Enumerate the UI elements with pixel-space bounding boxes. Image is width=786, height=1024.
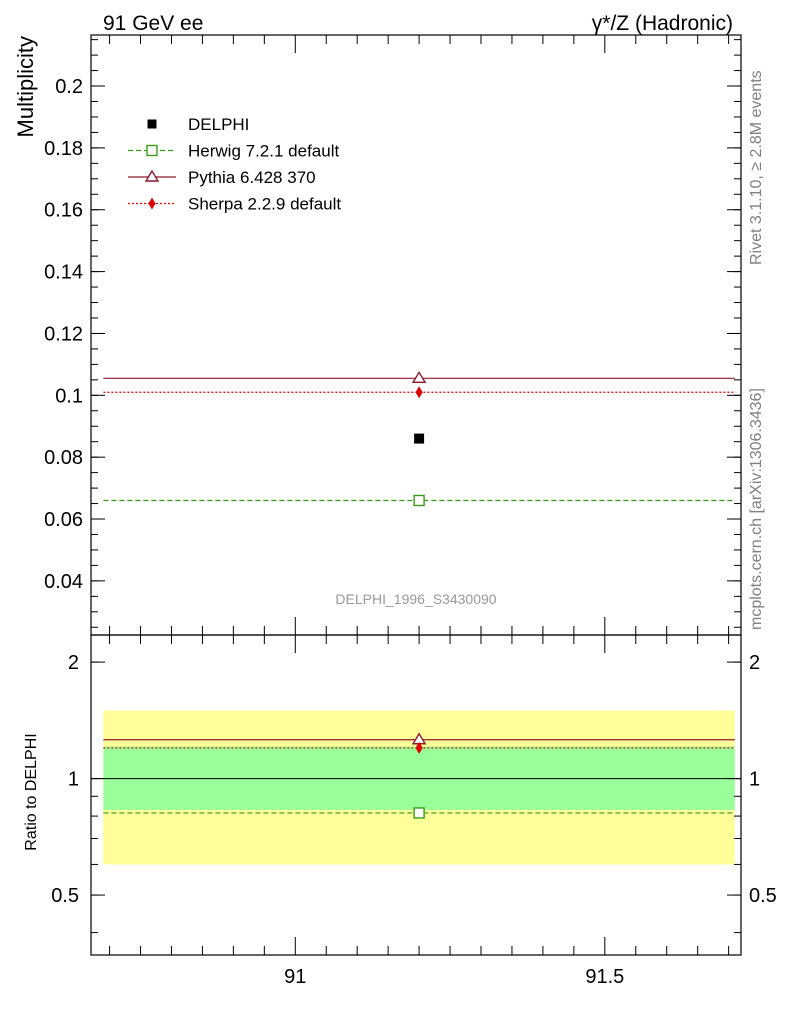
ratio-ytick-label: 0.5 [51, 885, 79, 907]
legend-label-pythia-6-428-370: Pythia 6.428 370 [188, 168, 316, 187]
ratio-ytick-label-right: 0.5 [749, 885, 777, 907]
legend-marker-pythia-6-428-370 [144, 169, 160, 182]
main-ytick-label: 0.1 [55, 385, 83, 407]
ratio-ytick-label: 2 [68, 652, 79, 674]
ratio-point-sherpa-2-2-9-default [415, 741, 423, 754]
xtick-label: 91.5 [585, 966, 624, 988]
ratio-ytick-label-right: 1 [749, 769, 760, 791]
main-ylabel: Multiplicity [13, 36, 38, 137]
legend-label-sherpa-2-2-9-default: Sherpa 2.2.9 default [188, 195, 341, 214]
ratio-frame [90, 634, 742, 956]
main-ytick-label: 0.18 [44, 138, 83, 160]
legend-marker-herwig-7-2-1-default [146, 144, 158, 157]
header-left-title: 91 GeV ee [103, 12, 203, 35]
main-ytick-label: 0.06 [44, 509, 83, 531]
legend-label-herwig-7-2-1-default: Herwig 7.2.1 default [188, 142, 339, 161]
ratio-uncertainty-bands [91, 710, 741, 865]
point-pythia-6-428-370 [411, 370, 427, 383]
main-ytick-label: 0.12 [44, 323, 83, 345]
ratio-ytick-label-right: 2 [749, 652, 760, 674]
axes: 0.04 0.06 0.08 0.1 0.12 0.14 0.16 0.18 0.2 91 91.5… [44, 34, 777, 988]
main-ytick-label: 0.04 [44, 571, 83, 593]
rivet-note: Rivet 3.1.10, ≥ 2.8M events [748, 70, 765, 265]
ratio-plot [103, 732, 735, 819]
legend: DELPHI Herwig 7.2.1 default Pythia 6.428 3… [128, 115, 341, 214]
ratio-ytick-label: 1 [68, 769, 79, 791]
main-ytick-label: 0.14 [44, 262, 83, 284]
point-sherpa-2-2-9-default [415, 386, 423, 399]
main-ytick-label: 0.16 [44, 200, 83, 222]
point-herwig-7-2-1-default [413, 494, 425, 507]
xtick-label: 91 [284, 966, 306, 988]
ratio-point-herwig-7-2-1-default [413, 807, 425, 819]
header-right-title: γ*/Z (Hadronic) [592, 12, 733, 35]
legend-label-delphi: DELPHI [188, 115, 249, 134]
legend-marker-delphi [147, 119, 157, 129]
main-plot [103, 370, 735, 507]
mcplots-note: mcplots.cern.ch [arXiv:1306.3436] [748, 388, 765, 630]
legend-marker-sherpa-2-2-9-default [148, 197, 156, 210]
main-ytick-label: 0.08 [44, 447, 83, 469]
point-delphi [414, 433, 425, 444]
main-ytick-label: 0.2 [55, 76, 83, 98]
analysis-id: DELPHI_1996_S3430090 [335, 591, 496, 607]
ratio-ylabel: Ratio to DELPHI [23, 733, 40, 850]
